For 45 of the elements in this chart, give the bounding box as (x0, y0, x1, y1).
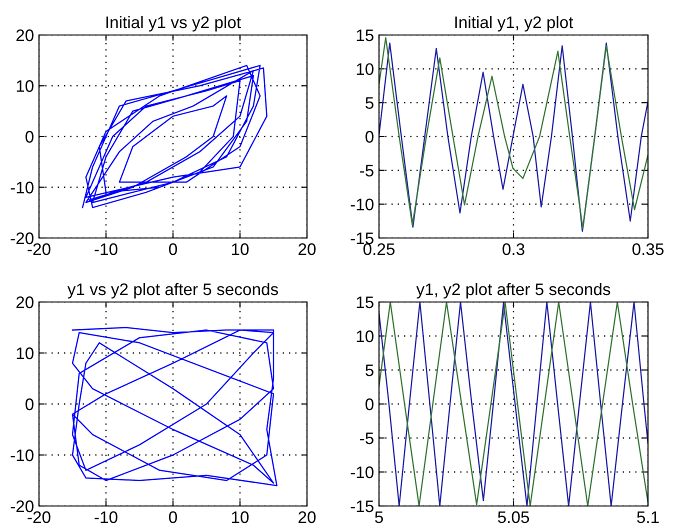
y-tick-label: 10 (356, 330, 374, 342)
y-tick-label: 10 (16, 347, 34, 360)
chart-title: y1, y2 plot after 5 seconds (416, 282, 610, 299)
y-tick-label: 0 (366, 398, 374, 410)
line-series (72, 326, 278, 486)
chart-title: Initial y1 vs y2 plot (106, 16, 241, 32)
y-tick-label: 15 (356, 296, 374, 308)
y-tick-label: -20 (10, 500, 34, 512)
y-tick-label: 0 (26, 398, 34, 410)
y-tick-label: -5 (360, 164, 374, 177)
chart-title: y1 vs y2 plot after 5 seconds (67, 282, 278, 299)
x-tick-label: -10 (94, 243, 118, 256)
y-tick-label: -10 (350, 466, 374, 478)
x-tick-label: 20 (298, 511, 316, 524)
y-tick-label: -10 (10, 182, 34, 194)
x-tick-label: 0.35 (632, 243, 664, 256)
x-tick-label: 10 (232, 511, 249, 524)
y-tick-label: 0 (366, 130, 374, 143)
line-series (379, 302, 648, 506)
y-tick-label: 0 (26, 130, 34, 143)
x-tick-label: 0.3 (502, 243, 524, 256)
x-tick-label: 10 (232, 243, 249, 256)
x-tick-label: 0 (169, 511, 177, 524)
y-tick-label: 10 (16, 80, 34, 92)
chart-title: Initial y1, y2 plot (455, 16, 574, 32)
x-tick-label: 20 (298, 243, 316, 256)
y-tick-label: 15 (356, 30, 374, 42)
x-tick-label: 5 (375, 511, 383, 524)
y-tick-label: -15 (350, 500, 374, 512)
y-tick-label: 20 (16, 296, 34, 308)
y-tick-label: -5 (360, 432, 374, 444)
y-tick-label: -20 (10, 232, 34, 244)
x-tick-label: -10 (94, 511, 118, 524)
y-tick-label: 20 (16, 29, 34, 42)
y-tick-label: -15 (350, 232, 374, 244)
x-tick-label: 0 (169, 243, 177, 256)
line-series (82, 64, 268, 208)
y-tick-label: 5 (366, 97, 374, 109)
y-tick-label: 10 (356, 63, 374, 76)
x-tick-label: 5.05 (498, 511, 530, 524)
x-tick-label: 5.1 (637, 511, 659, 524)
y-tick-label: 5 (366, 364, 374, 376)
x-tick-label: 0.25 (363, 243, 395, 256)
y-tick-label: -10 (350, 198, 374, 210)
y-tick-label: -10 (10, 449, 34, 462)
